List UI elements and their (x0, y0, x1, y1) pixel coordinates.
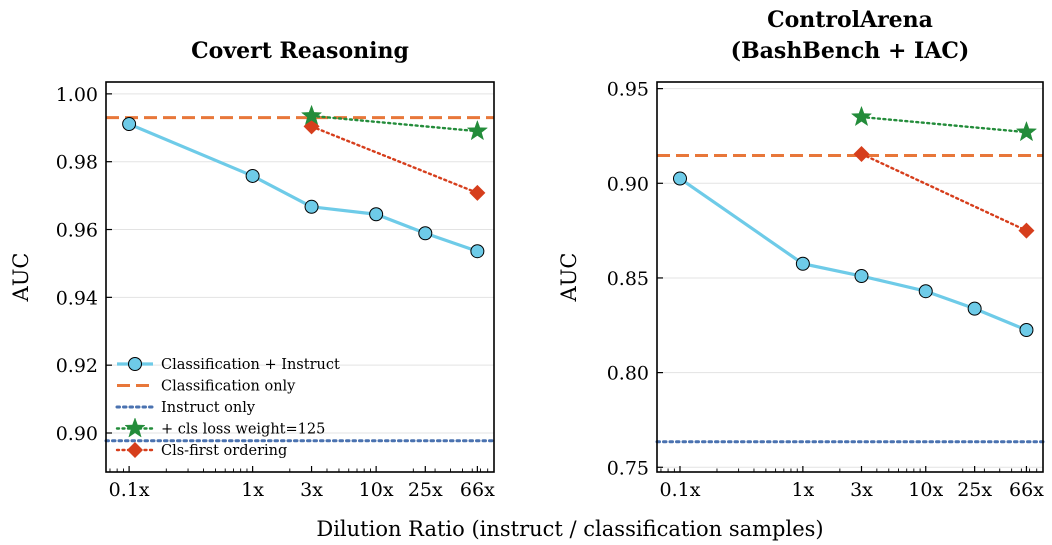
series-line-cls-loss-weight (310, 114, 479, 133)
legend-label: Classification only (161, 379, 296, 395)
y-tick-label: 0.80 (607, 363, 649, 385)
x-tick-label: 1x (241, 479, 264, 501)
plot-frame (105, 81, 495, 473)
y-tick-label: 0.96 (56, 220, 98, 242)
legend-marker (127, 442, 143, 458)
x-tick-label: 3x (300, 479, 323, 501)
x-tick-label: 25x (408, 479, 443, 501)
series-line-classification-instruct (128, 122, 478, 253)
legend: Classification + Instruct Classification … (115, 357, 340, 459)
y-tick-label: 0.90 (56, 423, 98, 445)
data-point-cls-loss-weight (466, 119, 489, 141)
chart-title-line: ControlArena (767, 7, 933, 33)
data-point-cls-loss-weight (300, 104, 323, 126)
data-point-classification-instruct (122, 117, 137, 132)
legend-item: Instruct only (115, 400, 256, 416)
x-tick-label: 66x (460, 479, 495, 501)
chart-title-line: (BashBench + IAC) (731, 38, 970, 64)
legend-label: Instruct only (161, 400, 256, 416)
x-tick-label: 0.1x (660, 479, 701, 501)
data-point-classification-instruct (795, 256, 810, 271)
data-point-classification-instruct (304, 199, 319, 214)
legend-marker (128, 357, 142, 371)
series-line-classification-instruct (679, 177, 1028, 332)
y-tick-label: 1.00 (56, 84, 98, 106)
data-point-cls-first (853, 145, 870, 162)
legend-item: Classification + Instruct (117, 357, 340, 373)
data-point-cls-first (1018, 222, 1035, 239)
y-axis-label: AUC (557, 253, 581, 303)
y-tick-label: 0.94 (56, 287, 98, 309)
chart-title: Covert Reasoning (191, 38, 409, 64)
series-line-cls-loss-weight (860, 115, 1028, 134)
panel-covert-reasoning: Covert Reasoning AUC 0.90 0.92 0.94 0.96 0.98 1… (9, 38, 496, 501)
legend-label: + cls loss weight=125 (161, 422, 325, 438)
x-tick-label: 1x (791, 479, 814, 501)
x-tick-label: 10x (908, 479, 943, 501)
figure-x-axis-label: Dilution Ratio (instruct / classificatio… (316, 517, 823, 541)
x-tick-label: 66x (1009, 479, 1044, 501)
data-point-cls-first (469, 184, 486, 201)
y-tick-label: 0.75 (607, 457, 649, 479)
data-point-cls-first (303, 118, 320, 135)
data-point-cls-loss-weight (850, 105, 873, 127)
data-point-classification-instruct (470, 244, 485, 259)
data-point-classification-instruct (672, 171, 687, 186)
x-tick-label: 10x (359, 479, 394, 501)
data-point-classification-instruct (918, 284, 933, 299)
data-point-classification-instruct (967, 301, 982, 316)
x-tick-label: 3x (850, 479, 873, 501)
y-tick-label: 0.98 (56, 152, 98, 174)
legend-item: Cls-first ordering (115, 442, 287, 459)
plot-frame (656, 81, 1044, 473)
x-tick-label: 0.1x (109, 479, 150, 501)
data-point-classification-instruct (245, 168, 260, 183)
y-tick-label: 0.85 (607, 268, 649, 290)
legend-label: Classification + Instruct (161, 357, 340, 373)
series-line-cls-first (860, 152, 1028, 232)
data-point-classification-instruct (418, 226, 433, 241)
series-line-cls-first (310, 125, 479, 195)
y-axis-label: AUC (9, 253, 33, 303)
data-point-cls-loss-weight (1015, 120, 1038, 142)
y-tick-label: 0.90 (607, 173, 649, 195)
legend-marker (124, 417, 146, 438)
data-point-classification-instruct (369, 207, 384, 222)
panel-controlarena: ControlArena (BashBench + IAC) AUC 0.75 0.80… (557, 7, 1045, 501)
legend-item: + cls loss weight=125 (115, 417, 325, 438)
data-point-classification-instruct (1019, 323, 1034, 338)
x-tick-label: 25x (957, 479, 992, 501)
legend-item: Classification only (117, 379, 296, 395)
y-tick-label: 0.92 (56, 355, 98, 377)
data-point-classification-instruct (854, 269, 869, 284)
y-tick-label: 0.95 (607, 79, 649, 101)
legend-label: Cls-first ordering (161, 443, 287, 459)
